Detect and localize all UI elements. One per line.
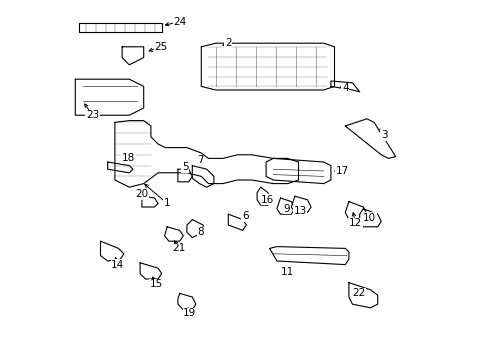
- Text: 5: 5: [182, 162, 188, 172]
- Text: 22: 22: [352, 288, 365, 298]
- Text: 13: 13: [293, 206, 306, 216]
- Text: 3: 3: [380, 130, 386, 140]
- Text: 6: 6: [242, 211, 248, 221]
- Text: 24: 24: [173, 17, 186, 27]
- Text: 20: 20: [135, 189, 148, 199]
- Text: 11: 11: [280, 267, 293, 277]
- Text: 2: 2: [224, 38, 231, 48]
- Text: 1: 1: [163, 198, 170, 208]
- Text: 4: 4: [341, 83, 348, 93]
- Text: 17: 17: [335, 166, 348, 176]
- Text: 12: 12: [348, 218, 361, 228]
- Text: 8: 8: [197, 227, 203, 237]
- Text: 25: 25: [154, 42, 167, 52]
- Text: 16: 16: [261, 195, 274, 205]
- Text: 21: 21: [172, 243, 185, 253]
- Text: 9: 9: [283, 204, 290, 214]
- Text: 14: 14: [111, 260, 124, 270]
- Text: 10: 10: [363, 213, 376, 223]
- Text: 15: 15: [149, 279, 163, 289]
- Text: 7: 7: [197, 155, 203, 165]
- Text: 23: 23: [86, 110, 99, 120]
- Text: 18: 18: [122, 153, 135, 163]
- Text: 19: 19: [183, 308, 196, 318]
